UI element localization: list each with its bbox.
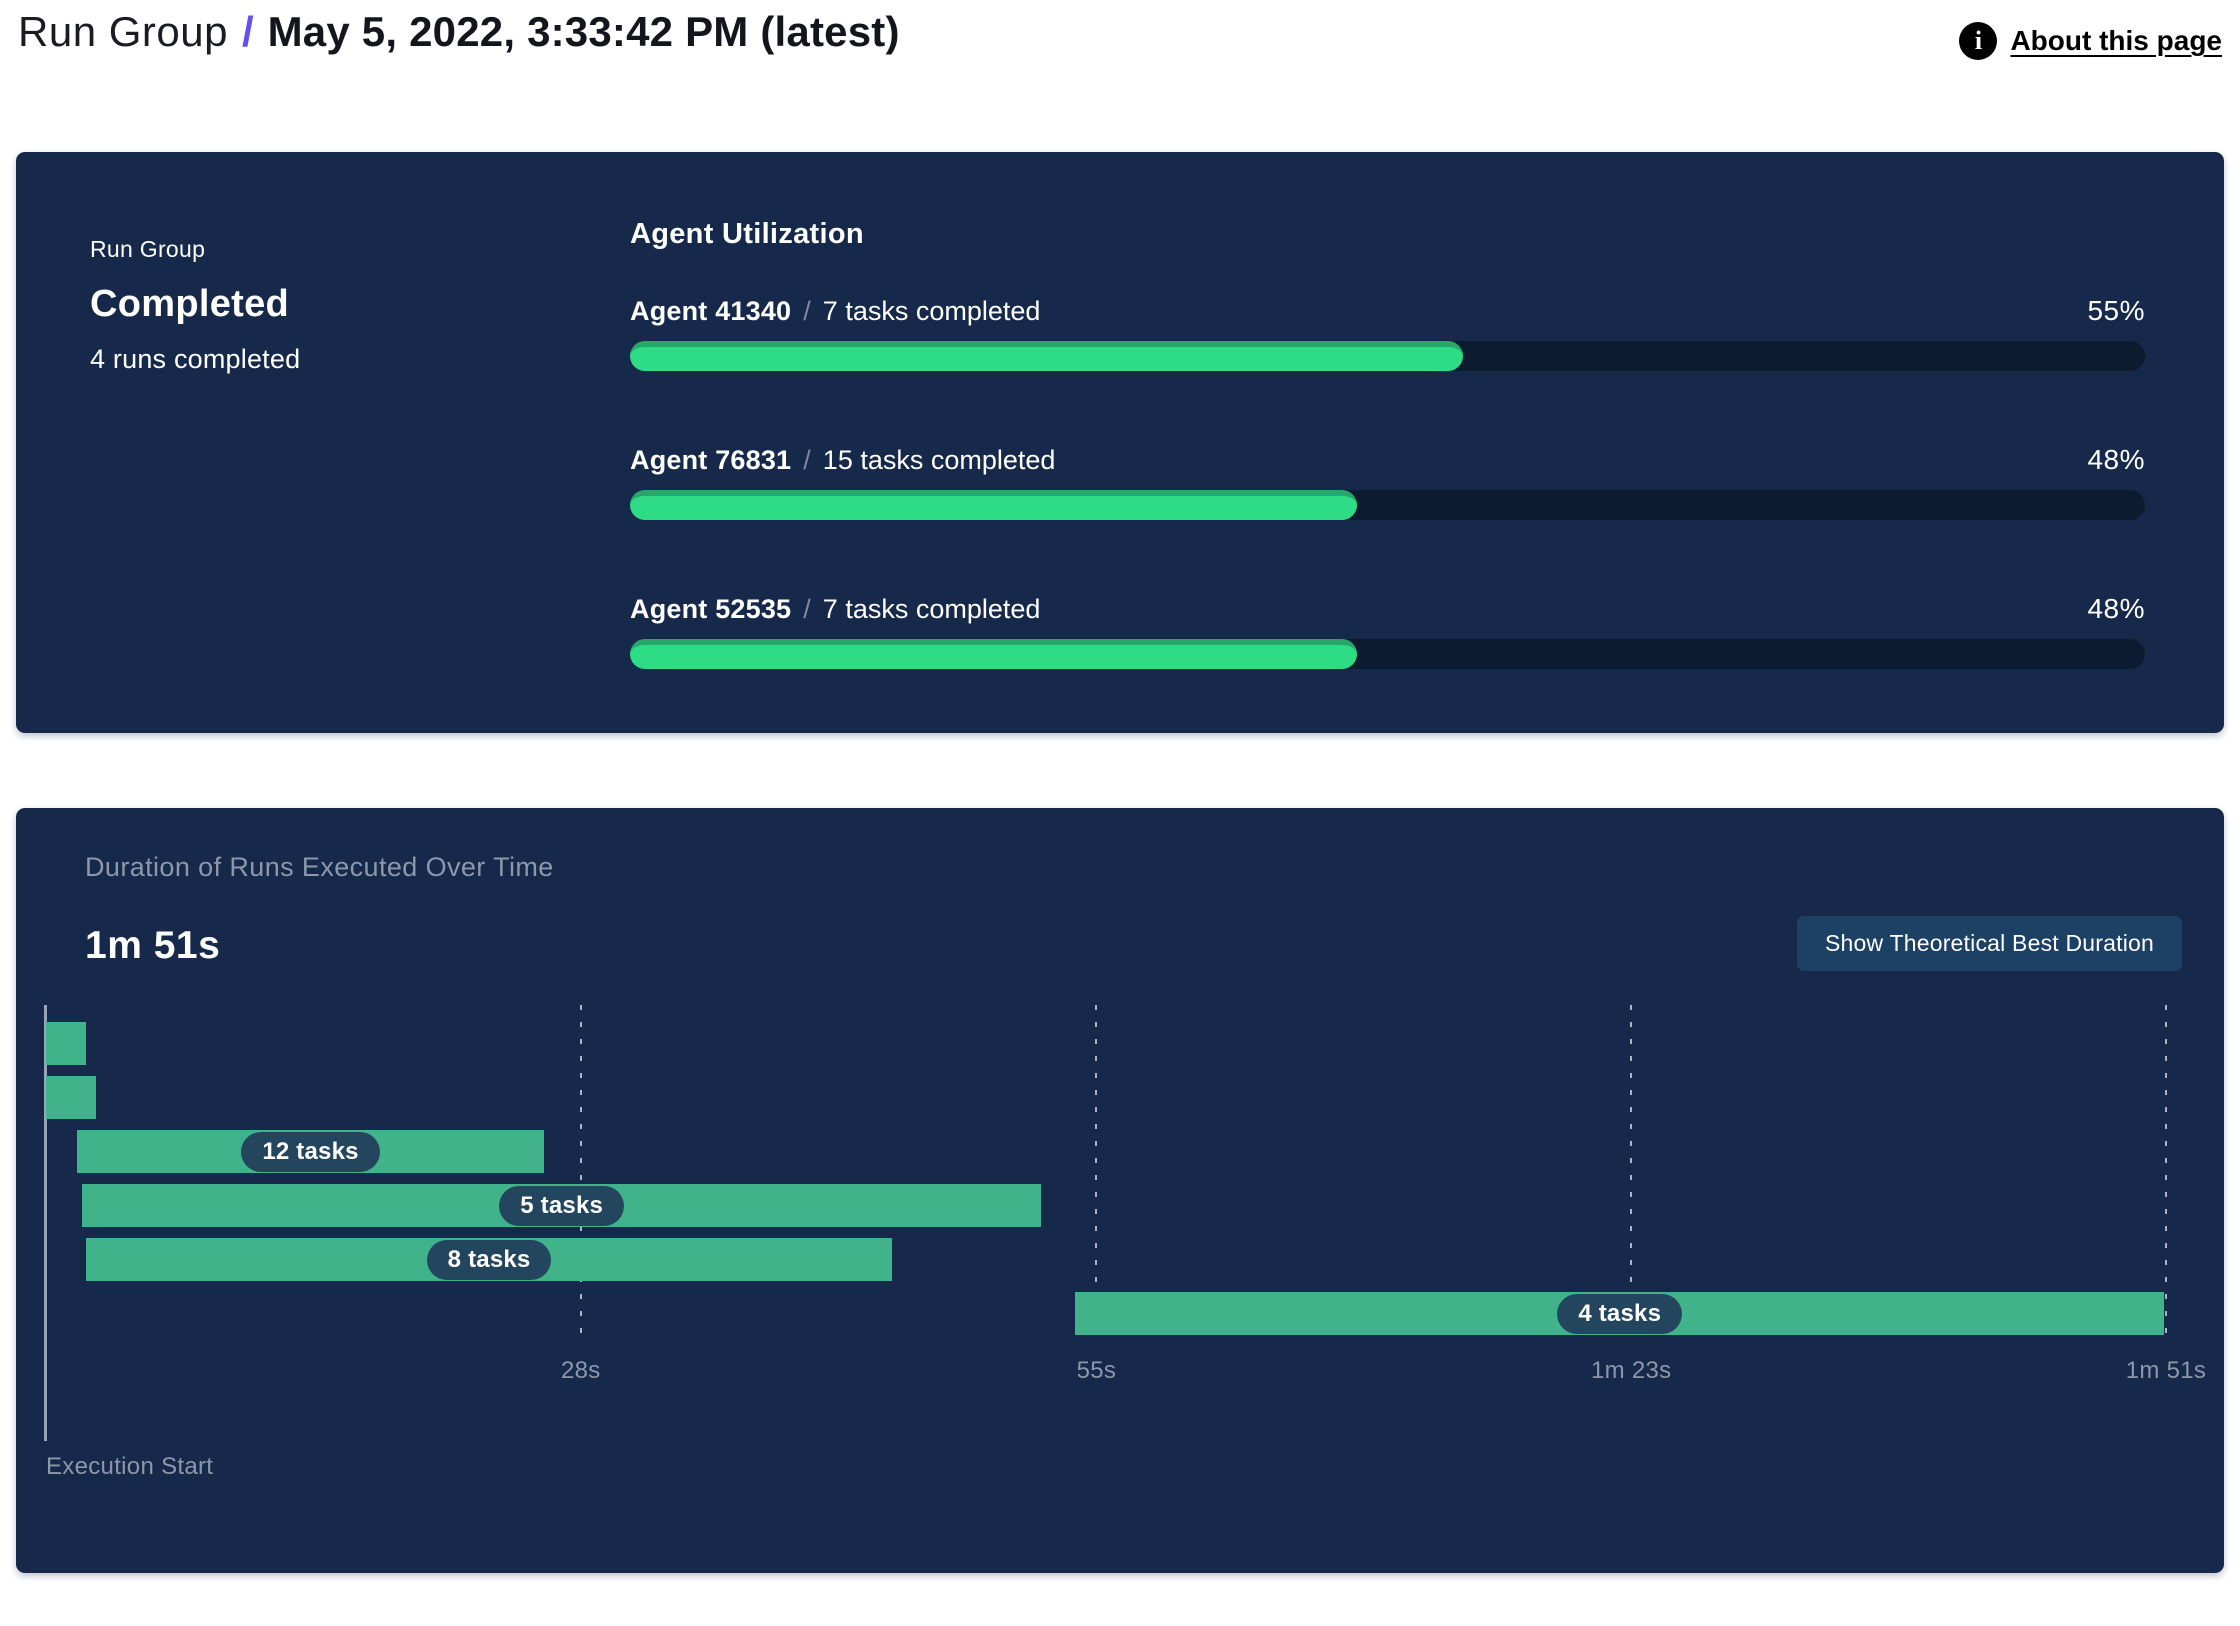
task-count-badge: 8 tasks [426,1239,552,1280]
status-value: Completed [90,283,290,325]
page-title: May 5, 2022, 3:33:42 PM (latest) [267,8,900,55]
agent-utilization-title: Agent Utilization [630,218,864,250]
runs-summary: 4 runs completed [90,344,301,374]
utilization-progress-fill [630,490,1358,520]
agent-label-line: Agent 76831 / 15 tasks completed 48% [630,444,2145,476]
duration-chart-title: Duration of Runs Executed Over Time [85,852,554,882]
agent-utilization-row: Agent 76831 / 15 tasks completed 48% [630,444,2145,520]
duration-card: Duration of Runs Executed Over Time 1m 5… [16,808,2224,1573]
run-gantt-bar[interactable] [46,1076,96,1119]
utilization-progress-fill [630,341,1464,371]
execution-start-axis-line [44,1005,47,1441]
axis-tick-label: 28s [560,1357,601,1384]
agent-utilization-percent: 48% [2087,444,2145,475]
agent-tasks-completed: 7 tasks completed [822,594,1041,624]
agent-utilization-percent: 48% [2087,593,2145,624]
task-count-badge: 5 tasks [499,1185,625,1226]
breadcrumb-run-group[interactable]: Run Group [18,8,228,55]
agent-label-line: Agent 41340 / 7 tasks completed 55% [630,295,2145,327]
agent-tasks-completed: 15 tasks completed [822,445,1056,475]
agent-utilization-rows: Agent 41340 / 7 tasks completed 55% Agent 76… [630,295,2145,669]
about-link-label: About this page [2010,25,2222,56]
gridline [1630,1005,1633,1345]
execution-start-label: Execution Start [46,1453,214,1480]
agent-utilization-row: Agent 41340 / 7 tasks completed 55% [630,295,2145,371]
show-theoretical-best-duration-button[interactable]: Show Theoretical Best Duration [1796,916,2182,971]
run-gantt-bar[interactable]: 5 tasks [82,1184,1042,1227]
utilization-progress-track [630,639,2145,669]
agent-tasks-completed: 7 tasks completed [822,296,1041,326]
run-gantt-bar[interactable]: 8 tasks [86,1238,893,1281]
agent-utilization-percent: 55% [2087,295,2145,326]
agent-label-line: Agent 52535 / 7 tasks completed 48% [630,593,2145,625]
agent-separator: / [803,296,811,326]
run-gantt-bar[interactable]: 4 tasks [1075,1292,2165,1335]
breadcrumb-separator: / [241,8,254,55]
run-gantt-bar[interactable]: 12 tasks [76,1130,545,1173]
total-duration-value: 1m 51s [85,924,221,967]
agent-label: Agent 76831 / 15 tasks completed [630,445,1055,476]
utilization-progress-track [630,341,2145,371]
axis-tick-label: 55s [1076,1357,1117,1384]
status-column: Run Group Completed 4 runs completed [90,236,300,375]
info-icon: i [1959,22,1998,60]
axis-tick-label: 1m 51s [2125,1357,2207,1384]
agent-name: Agent 76831 [630,445,792,475]
agent-separator: / [803,445,811,475]
utilization-progress-track [630,490,2145,520]
axis-tick-label: 1m 23s [1590,1357,1672,1384]
agent-utilization-row: Agent 52535 / 7 tasks completed 48% [630,593,2145,669]
gantt-chart: 28s 55s 1m 23s 1m 51s 12 tasks 5 tasks 8 tasks… [44,1005,2222,1485]
status-card-label: Run Group [90,236,206,262]
task-count-badge: 4 tasks [1557,1293,1683,1334]
agent-name: Agent 52535 [630,594,792,624]
page-header: Run Group / May 5, 2022, 3:33:42 PM (lat… [18,8,2222,60]
agent-label: Agent 41340 / 7 tasks completed [630,296,1040,327]
run-group-status-card: Run Group Completed 4 runs completed Age… [16,152,2224,733]
gridline [1095,1005,1098,1345]
gridline [2164,1005,2167,1345]
breadcrumb: Run Group / May 5, 2022, 3:33:42 PM (lat… [18,8,900,56]
about-this-page-link[interactable]: i About this page [1959,22,2222,60]
agent-label: Agent 52535 / 7 tasks completed [630,594,1040,625]
run-gantt-bar[interactable] [46,1022,87,1065]
agent-name: Agent 41340 [630,296,792,326]
gridline [579,1005,582,1345]
agent-separator: / [803,594,811,624]
task-count-badge: 12 tasks [241,1131,380,1172]
utilization-progress-fill [630,639,1358,669]
agent-utilization-section: Agent Utilization Agent 41340 / 7 tasks co… [630,218,2145,742]
